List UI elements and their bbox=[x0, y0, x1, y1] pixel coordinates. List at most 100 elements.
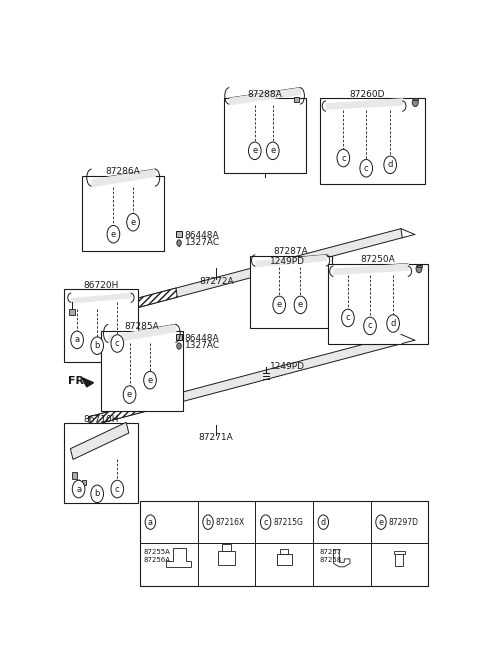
Circle shape bbox=[249, 142, 261, 159]
Bar bbox=[250, 256, 332, 328]
Circle shape bbox=[111, 480, 124, 498]
Circle shape bbox=[376, 515, 386, 529]
Text: b: b bbox=[205, 518, 211, 527]
Text: 87216X: 87216X bbox=[216, 518, 245, 527]
Circle shape bbox=[318, 515, 328, 529]
Bar bbox=[64, 423, 138, 503]
Circle shape bbox=[342, 309, 354, 327]
Bar bbox=[413, 98, 418, 100]
Bar bbox=[321, 98, 424, 184]
Text: a: a bbox=[74, 336, 80, 344]
Circle shape bbox=[203, 515, 213, 529]
Circle shape bbox=[273, 296, 286, 314]
Circle shape bbox=[127, 214, 139, 231]
Bar bbox=[280, 549, 288, 554]
Text: 87297D: 87297D bbox=[388, 518, 419, 527]
Polygon shape bbox=[82, 378, 94, 387]
Text: c: c bbox=[368, 322, 372, 330]
Bar bbox=[396, 551, 404, 565]
Bar bbox=[72, 472, 77, 478]
Text: 87260D: 87260D bbox=[349, 90, 385, 99]
Bar bbox=[176, 334, 182, 340]
Bar bbox=[394, 551, 405, 554]
Text: 87285A: 87285A bbox=[124, 322, 159, 331]
Text: 86710H: 86710H bbox=[83, 415, 119, 424]
Text: e: e bbox=[111, 230, 116, 239]
Polygon shape bbox=[334, 550, 350, 567]
Bar bbox=[82, 480, 86, 485]
Text: c: c bbox=[346, 314, 350, 322]
Circle shape bbox=[91, 337, 104, 354]
Bar bbox=[140, 501, 428, 586]
Circle shape bbox=[360, 159, 372, 177]
Text: d: d bbox=[321, 518, 326, 527]
Text: b: b bbox=[95, 341, 100, 350]
Polygon shape bbox=[166, 548, 191, 567]
Text: 87286A: 87286A bbox=[106, 168, 141, 176]
Text: FR.: FR. bbox=[68, 376, 89, 386]
Circle shape bbox=[261, 515, 271, 529]
Polygon shape bbox=[71, 422, 129, 460]
Text: 86720H: 86720H bbox=[83, 281, 119, 289]
Circle shape bbox=[416, 265, 422, 273]
Text: 1327AC: 1327AC bbox=[185, 341, 220, 350]
Text: e: e bbox=[127, 390, 132, 399]
Circle shape bbox=[107, 225, 120, 243]
Text: 1249PD: 1249PD bbox=[270, 362, 305, 371]
Text: e: e bbox=[147, 376, 153, 385]
Text: a: a bbox=[76, 484, 81, 494]
Bar bbox=[64, 289, 138, 362]
Circle shape bbox=[177, 240, 181, 246]
Bar bbox=[328, 263, 428, 344]
Circle shape bbox=[72, 480, 85, 498]
Text: c: c bbox=[115, 484, 120, 494]
Text: c: c bbox=[115, 339, 120, 348]
Bar bbox=[218, 551, 235, 565]
Text: d: d bbox=[390, 319, 396, 328]
Polygon shape bbox=[88, 288, 177, 320]
Text: e: e bbox=[131, 218, 136, 226]
Circle shape bbox=[364, 317, 376, 335]
Text: 87288A: 87288A bbox=[247, 90, 282, 99]
Text: 1327AC: 1327AC bbox=[185, 238, 220, 247]
Bar bbox=[83, 176, 164, 251]
Bar bbox=[176, 231, 182, 237]
Circle shape bbox=[111, 335, 124, 352]
Circle shape bbox=[91, 485, 104, 502]
Text: e: e bbox=[252, 146, 257, 155]
Circle shape bbox=[71, 331, 84, 348]
Text: 87255A
87256A: 87255A 87256A bbox=[144, 549, 171, 563]
Text: e: e bbox=[270, 146, 276, 155]
Text: c: c bbox=[264, 518, 268, 527]
Text: 86448A: 86448A bbox=[185, 334, 219, 343]
Circle shape bbox=[337, 149, 349, 167]
Circle shape bbox=[384, 156, 396, 174]
Bar bbox=[417, 265, 421, 267]
Text: 87271A: 87271A bbox=[199, 433, 234, 442]
Polygon shape bbox=[88, 334, 402, 426]
Text: a: a bbox=[148, 518, 153, 527]
Text: e: e bbox=[276, 300, 282, 310]
Text: c: c bbox=[341, 153, 346, 163]
Polygon shape bbox=[88, 228, 402, 320]
Bar bbox=[101, 330, 183, 411]
Circle shape bbox=[412, 98, 418, 107]
Text: d: d bbox=[387, 160, 393, 170]
Text: e: e bbox=[379, 518, 384, 527]
Bar bbox=[222, 544, 231, 551]
Circle shape bbox=[144, 371, 156, 389]
Text: 87257
87258: 87257 87258 bbox=[319, 549, 341, 563]
Polygon shape bbox=[88, 394, 177, 426]
Circle shape bbox=[145, 515, 156, 529]
Text: b: b bbox=[95, 489, 100, 498]
Circle shape bbox=[387, 315, 399, 332]
Circle shape bbox=[294, 296, 307, 314]
Bar bbox=[224, 98, 306, 174]
Text: 1249PD: 1249PD bbox=[270, 257, 305, 267]
Circle shape bbox=[177, 343, 181, 349]
Text: 87215G: 87215G bbox=[273, 518, 303, 527]
Text: e: e bbox=[298, 300, 303, 310]
Text: 86448A: 86448A bbox=[185, 230, 219, 240]
Text: 87287A: 87287A bbox=[273, 247, 308, 256]
Circle shape bbox=[266, 142, 279, 159]
